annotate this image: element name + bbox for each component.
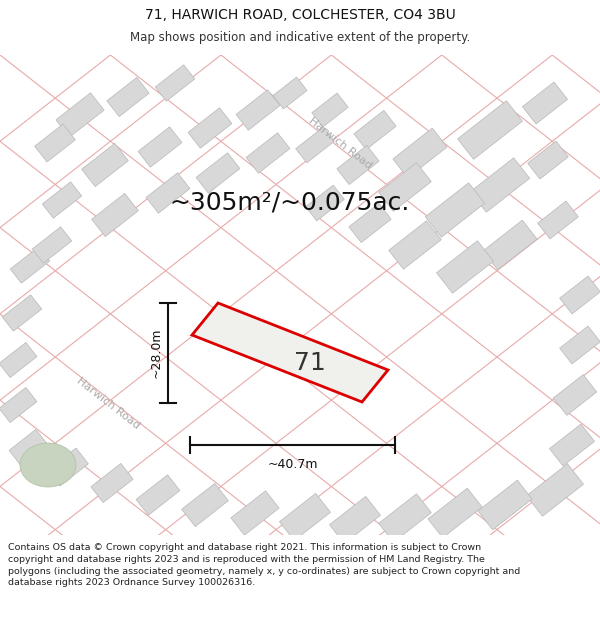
Bar xyxy=(280,493,331,541)
Text: ~40.7m: ~40.7m xyxy=(267,459,318,471)
Bar xyxy=(42,182,82,218)
Bar xyxy=(389,221,442,269)
Bar xyxy=(337,146,379,184)
Bar xyxy=(478,480,532,530)
Bar xyxy=(560,276,600,314)
Bar xyxy=(527,141,568,179)
Bar xyxy=(35,124,76,162)
Text: Map shows position and indicative extent of the property.: Map shows position and indicative extent… xyxy=(130,31,470,44)
Bar xyxy=(538,201,578,239)
Bar xyxy=(296,127,334,163)
Bar xyxy=(458,101,523,159)
Bar xyxy=(146,173,190,213)
Bar xyxy=(2,295,42,331)
Text: ~305m²/~0.075ac.: ~305m²/~0.075ac. xyxy=(170,191,410,215)
Bar xyxy=(379,162,431,211)
Bar xyxy=(483,220,537,270)
Bar xyxy=(428,488,482,538)
Bar xyxy=(312,93,348,127)
Bar xyxy=(56,92,104,138)
Bar xyxy=(550,424,595,466)
Bar xyxy=(425,183,485,237)
Bar xyxy=(0,342,37,377)
Bar xyxy=(47,448,88,486)
Bar xyxy=(523,82,568,124)
Bar xyxy=(231,491,279,535)
Bar xyxy=(273,77,307,109)
Bar xyxy=(196,152,240,193)
Bar xyxy=(91,463,133,503)
Text: Contains OS data © Crown copyright and database right 2021. This information is : Contains OS data © Crown copyright and d… xyxy=(8,543,520,588)
Bar xyxy=(10,247,50,283)
Bar xyxy=(138,127,182,168)
Bar xyxy=(246,132,290,173)
Bar xyxy=(560,326,600,364)
Bar xyxy=(188,107,232,148)
Bar xyxy=(182,483,229,527)
Text: Harwich Road: Harwich Road xyxy=(307,116,373,171)
Bar xyxy=(155,65,195,101)
Bar xyxy=(236,90,280,130)
Bar xyxy=(9,429,47,464)
Bar xyxy=(32,227,72,263)
Bar xyxy=(136,475,180,515)
Bar xyxy=(437,241,493,293)
Text: 71: 71 xyxy=(294,351,326,374)
Bar xyxy=(0,388,37,422)
Bar xyxy=(527,464,583,516)
Text: Harwich Road: Harwich Road xyxy=(74,376,142,431)
Text: 71, HARWICH ROAD, COLCHESTER, CO4 3BU: 71, HARWICH ROAD, COLCHESTER, CO4 3BU xyxy=(145,8,455,22)
Polygon shape xyxy=(192,303,388,402)
Bar xyxy=(379,494,431,542)
Bar xyxy=(107,78,149,117)
Bar xyxy=(393,128,447,178)
Bar xyxy=(305,185,344,221)
Bar xyxy=(349,203,391,242)
Bar xyxy=(553,374,597,416)
Bar xyxy=(82,143,128,187)
Text: ~28.0m: ~28.0m xyxy=(149,328,163,378)
Bar xyxy=(354,111,396,149)
Bar xyxy=(470,158,530,212)
Bar xyxy=(92,193,139,237)
Bar xyxy=(329,496,380,544)
Ellipse shape xyxy=(20,443,76,487)
